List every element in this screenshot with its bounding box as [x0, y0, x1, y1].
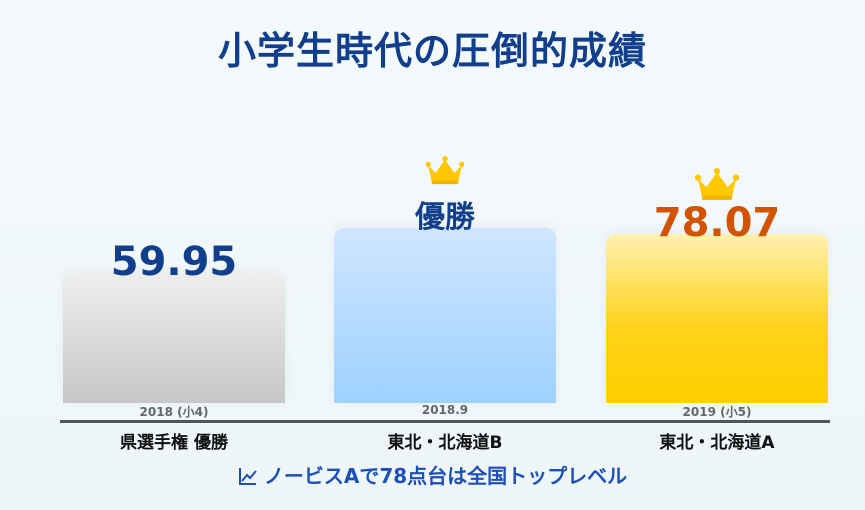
bar-date-label-1: 2018.9 — [421, 403, 469, 417]
bar-date-label-2: 2019 (小5) — [682, 405, 752, 419]
chart-baseline — [60, 420, 830, 423]
crown-icon — [425, 156, 465, 190]
category-label-1: 東北・北海道B — [387, 433, 503, 453]
chart-title: 小学生時代の圧倒的成績 — [217, 29, 647, 73]
footer-note: ノービスAで78点台は全国トップレベル — [0, 460, 865, 491]
line-chart-icon — [238, 466, 258, 491]
bar-1 — [334, 228, 556, 403]
bar-2 — [606, 234, 828, 403]
bar-value-label-0: 59.95 — [110, 239, 238, 285]
crown-icon — [694, 168, 740, 206]
bar-value-label-2: 78.07 — [653, 200, 781, 246]
category-label-2: 東北・北海道A — [659, 433, 775, 453]
bar-0 — [63, 273, 285, 403]
footer-text: ノービスAで78点台は全国トップレベル — [263, 464, 628, 488]
category-label-0: 県選手権 優勝 — [120, 433, 228, 453]
bar-value-label-1: 優勝 — [415, 200, 475, 235]
bar-date-label-0: 2018 (小4) — [139, 405, 209, 419]
